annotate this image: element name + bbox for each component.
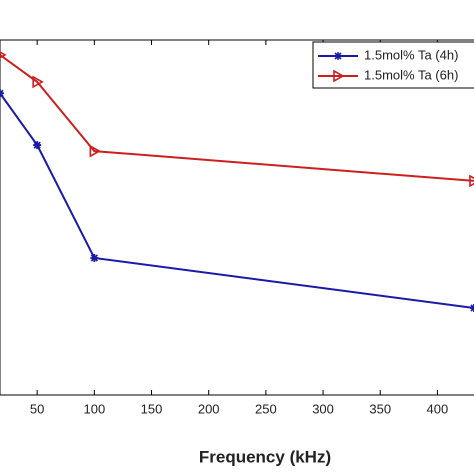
x-tick-label: 150 — [141, 401, 163, 416]
marker — [33, 141, 42, 150]
marker — [470, 304, 474, 313]
x-tick-label: 200 — [198, 401, 220, 416]
series-line — [0, 92, 474, 310]
marker — [90, 253, 99, 262]
marker — [0, 89, 4, 98]
marker — [469, 174, 474, 188]
x-axis-label: Frequency (kHz) — [199, 447, 331, 466]
marker — [89, 144, 101, 158]
plot-frame — [0, 39, 474, 396]
legend-marker — [334, 52, 342, 60]
marker — [0, 51, 7, 59]
x-tick-label: 350 — [369, 401, 391, 416]
x-tick-label: 100 — [83, 401, 105, 416]
series-line — [0, 54, 474, 182]
legend-label: 1.5mol% Ta (6h) — [364, 67, 458, 82]
legend-label: 1.5mol% Ta (4h) — [364, 47, 458, 62]
legend-marker — [333, 69, 345, 83]
legend-marker-shape — [333, 69, 345, 83]
plot-area — [0, 51, 474, 313]
x-tick-label: 50 — [30, 401, 44, 416]
legend-box — [312, 41, 474, 89]
legend-marker-shape — [334, 52, 342, 60]
x-tick-label: 250 — [255, 401, 277, 416]
x-tick-label: 400 — [427, 401, 449, 416]
x-tick-label: 300 — [312, 401, 334, 416]
marker — [32, 75, 44, 89]
